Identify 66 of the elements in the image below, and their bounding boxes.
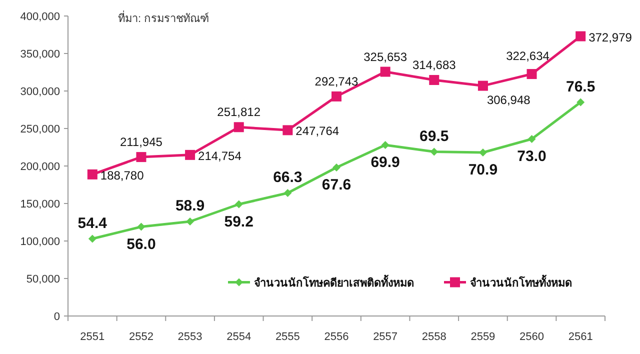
legend-label: จำนวนนักโทษทั้งหมด: [470, 274, 572, 290]
x-tick-label: 2561: [568, 331, 593, 343]
data-label: 314,683: [412, 58, 456, 72]
point: [576, 31, 586, 42]
point: [234, 122, 244, 132]
point: [87, 169, 98, 180]
point: [282, 125, 293, 136]
data-label: 292,743: [314, 74, 359, 88]
y-tick-label: 400,000: [20, 11, 60, 23]
point: [332, 164, 340, 172]
x-tick-label: 2556: [324, 331, 349, 343]
annotation: 59.2: [224, 213, 254, 230]
x-tick-label: 2553: [178, 331, 202, 343]
annotation: 76.5: [566, 78, 596, 96]
data-label: 322,634: [506, 49, 550, 64]
data-label: 214,754: [198, 148, 242, 163]
point: [429, 74, 440, 85]
annotation: 66.3: [273, 169, 302, 186]
point: [185, 150, 196, 160]
data-label: 211,945: [120, 135, 163, 150]
annotation: 70.9: [468, 162, 498, 178]
y-tick-label: 250,000: [20, 124, 60, 136]
data-label: 306,948: [486, 92, 531, 107]
y-tick-label: 50,000: [26, 274, 60, 286]
x-tick-label: 2555: [275, 331, 300, 343]
point: [136, 152, 146, 162]
x-tick-label: 2552: [128, 331, 154, 343]
point: [88, 234, 96, 243]
data-label: 251,812: [217, 105, 261, 120]
point: [576, 98, 585, 106]
y-tick-label: 200,000: [20, 161, 60, 173]
y-tick-label: 350,000: [20, 48, 60, 60]
point: [234, 200, 243, 208]
x-tick-label: 2560: [520, 331, 544, 343]
annotation: ที่มา: กรมราชทัณฑ์: [118, 10, 210, 25]
point: [526, 69, 537, 80]
x-tick-label: 2559: [470, 331, 496, 343]
data-label: 372,979: [588, 30, 632, 44]
point: [332, 91, 342, 102]
annotation: 69.9: [370, 154, 400, 171]
y-tick-label: 0: [54, 311, 60, 323]
data-label: 247,764: [296, 124, 340, 138]
x-tick-label: 2557: [373, 331, 398, 343]
data-label: 188,780: [100, 168, 144, 182]
point: [137, 222, 146, 231]
point: [478, 80, 488, 91]
annotation: 56.0: [126, 236, 156, 253]
point: [380, 66, 390, 77]
point: [186, 218, 194, 226]
y-tick-label: 100,000: [20, 236, 60, 248]
legend-label: จำนวนนักโทษคดียาเสพติดทั้งหมด: [254, 274, 414, 290]
y-tick-label: 300,000: [20, 86, 60, 98]
data-label: 325,653: [364, 50, 408, 64]
annotation: 69.5: [420, 128, 449, 145]
point: [528, 135, 536, 143]
x-tick-label: 2554: [226, 331, 252, 343]
y-tick-label: 150,000: [20, 198, 60, 210]
point: [430, 148, 438, 156]
annotation: 58.9: [175, 198, 205, 214]
point: [284, 189, 292, 197]
annotation: 73.0: [517, 148, 546, 165]
annotation: 54.4: [78, 214, 108, 232]
x-tick-label: 2551: [80, 331, 105, 343]
point: [381, 141, 390, 149]
annotation: 67.6: [322, 176, 352, 194]
x-tick-label: 2558: [422, 331, 446, 343]
